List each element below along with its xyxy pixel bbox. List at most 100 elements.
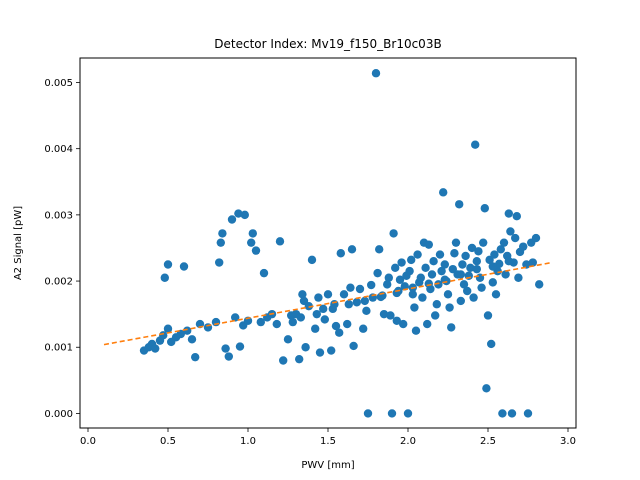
- data-point: [235, 342, 245, 351]
- data-point: [247, 238, 256, 247]
- data-point: [519, 242, 528, 251]
- data-point: [447, 323, 456, 332]
- y-tick-label: 0.004: [44, 144, 73, 155]
- data-point: [512, 211, 521, 221]
- x-tick-label: 2.5: [480, 436, 496, 447]
- x-axis-label: PWV [mm]: [301, 460, 354, 471]
- data-point: [323, 290, 333, 299]
- data-point: [416, 273, 425, 282]
- data-point: [360, 296, 369, 306]
- data-point: [477, 283, 486, 292]
- data-point: [514, 273, 523, 282]
- x-tick-label: 1.5: [320, 436, 336, 447]
- data-point: [389, 229, 398, 238]
- data-point: [391, 263, 400, 273]
- data-point: [211, 317, 221, 327]
- data-point: [487, 339, 496, 349]
- data-point: [375, 245, 384, 254]
- data-point: [488, 262, 497, 271]
- y-tick-label: 0.003: [44, 210, 73, 221]
- data-point: [373, 268, 382, 278]
- data-point: [151, 344, 160, 353]
- data-point: [466, 263, 475, 273]
- data-point: [386, 311, 395, 320]
- data-point: [344, 300, 353, 309]
- data-point: [439, 188, 448, 197]
- data-point: [343, 319, 352, 329]
- data-point: [387, 409, 397, 418]
- data-point: [434, 280, 443, 289]
- data-point: [424, 240, 433, 249]
- data-point: [411, 326, 421, 335]
- data-point: [472, 257, 481, 266]
- data-point: [379, 309, 389, 319]
- data-point: [479, 238, 488, 247]
- data-point: [522, 260, 531, 269]
- data-point: [423, 319, 432, 329]
- data-point: [495, 259, 504, 269]
- data-point: [407, 255, 416, 265]
- data-point: [424, 279, 433, 288]
- data-point: [349, 341, 358, 351]
- data-point: [463, 286, 472, 296]
- data-point: [331, 321, 341, 331]
- data-point: [363, 409, 373, 418]
- data-point: [461, 251, 470, 261]
- data-point: [506, 227, 515, 236]
- data-point: [272, 319, 281, 329]
- data-point: [191, 352, 200, 362]
- data-point: [528, 258, 537, 267]
- x-tick-label: 1.0: [240, 436, 256, 447]
- data-point: [397, 258, 406, 267]
- data-point: [231, 313, 240, 322]
- data-point: [295, 354, 304, 364]
- x-tick-label: 3.0: [560, 436, 576, 447]
- data-point: [488, 278, 497, 287]
- points-layer: [139, 69, 544, 418]
- data-point: [275, 237, 285, 246]
- data-point: [327, 346, 336, 355]
- data-point: [216, 238, 225, 247]
- data-point: [504, 257, 513, 266]
- data-point: [496, 245, 505, 254]
- y-tick-label: 0.002: [44, 277, 73, 288]
- data-point: [187, 335, 197, 344]
- data-point: [352, 298, 361, 307]
- x-tick-label: 0.5: [160, 436, 176, 447]
- data-point: [359, 324, 368, 333]
- data-point: [163, 324, 173, 333]
- data-point: [467, 243, 477, 253]
- data-point: [304, 302, 313, 311]
- data-point: [504, 209, 513, 218]
- data-point: [234, 209, 243, 218]
- data-point: [427, 270, 437, 279]
- data-point: [456, 296, 465, 306]
- data-point: [347, 245, 357, 254]
- data-point: [328, 304, 337, 314]
- data-point: [482, 384, 491, 393]
- data-point: [383, 280, 392, 289]
- y-tick-label: 0.000: [44, 409, 73, 420]
- data-point: [240, 210, 249, 220]
- data-point: [221, 344, 230, 353]
- data-point: [405, 266, 414, 276]
- data-point: [498, 409, 507, 418]
- data-point: [456, 270, 465, 279]
- data-point: [451, 238, 461, 247]
- data-point: [432, 300, 441, 309]
- data-point: [159, 331, 168, 340]
- data-point: [251, 246, 261, 255]
- data-point: [469, 293, 478, 302]
- data-point: [301, 343, 310, 352]
- data-point: [490, 250, 499, 259]
- data-point: [336, 249, 345, 258]
- data-point: [183, 326, 192, 335]
- data-point: [279, 356, 288, 365]
- data-point: [472, 264, 481, 274]
- data-point: [471, 140, 480, 149]
- data-point: [483, 311, 493, 320]
- data-point: [298, 290, 307, 299]
- data-point: [535, 280, 544, 289]
- data-point: [421, 263, 430, 273]
